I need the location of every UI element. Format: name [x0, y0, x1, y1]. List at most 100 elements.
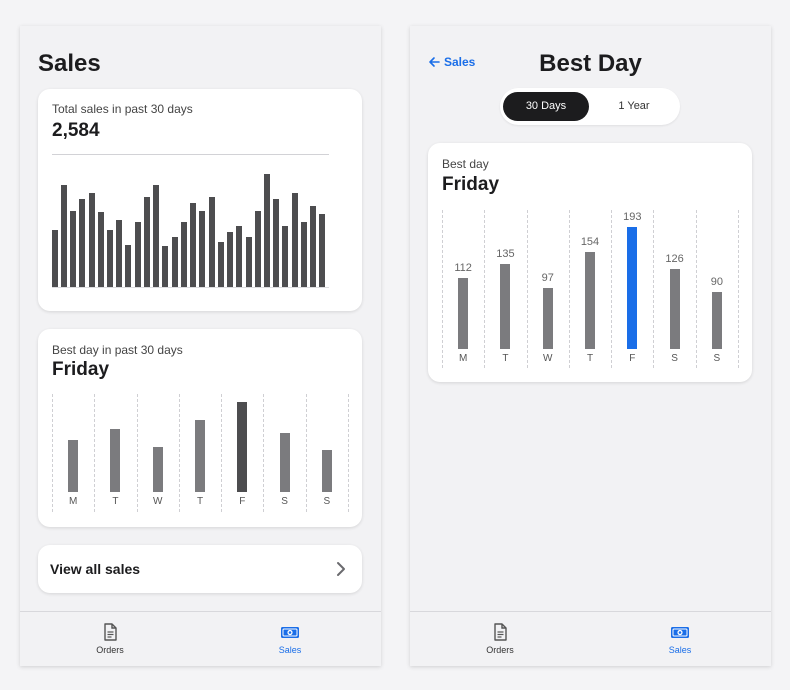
tab-sales[interactable]: Sales	[200, 612, 380, 666]
day-label: S	[713, 353, 721, 364]
gridline	[94, 394, 96, 512]
day-label: M	[458, 353, 468, 364]
banknote-icon	[281, 627, 299, 638]
view-all-sales-button[interactable]: View all sales	[38, 545, 362, 593]
sales-bar	[263, 174, 270, 287]
best-day-card[interactable]: Best day in past 30 days Friday M T W T F S S	[38, 329, 362, 527]
weekday-bar	[195, 420, 205, 492]
tab-orders[interactable]: Orders	[410, 612, 590, 666]
gridline	[305, 394, 307, 512]
tab-sales-label: Sales	[278, 645, 302, 655]
sales-bar	[190, 202, 197, 287]
tab-sales[interactable]: Sales	[590, 612, 770, 666]
day-label: T	[502, 353, 509, 364]
sales-bar	[97, 211, 104, 287]
segment-30-days[interactable]: 30 Days	[503, 92, 589, 121]
sales-bar	[273, 198, 280, 287]
weekday-bar	[627, 227, 638, 349]
value-label: 112	[454, 262, 472, 275]
gridline	[178, 394, 180, 512]
day-label: T	[196, 496, 204, 507]
day-label: T	[586, 353, 594, 364]
weekday-bar	[542, 287, 553, 349]
sales-bar	[245, 237, 252, 287]
gridline	[221, 394, 223, 512]
chart-baseline	[52, 287, 329, 288]
value-label: 154	[580, 235, 600, 248]
day-label: S	[671, 353, 678, 364]
segment-1-year[interactable]: 1 Year	[618, 100, 650, 112]
sales-bar	[162, 246, 169, 287]
sales-bar	[143, 196, 150, 287]
document-icon	[494, 623, 507, 641]
sales-bar	[217, 242, 224, 287]
sales-bar	[107, 230, 114, 287]
tab-orders-label: Orders	[486, 645, 514, 655]
sales-bar	[116, 220, 123, 287]
sales-bar	[227, 232, 234, 287]
gridline	[611, 210, 613, 368]
gridline	[695, 210, 697, 368]
tab-bar: Orders Sales	[410, 611, 771, 666]
sales-bar	[282, 226, 289, 287]
total-sales-subtitle: Total sales in past 30 days	[52, 102, 193, 116]
gridline	[568, 210, 570, 368]
sales-bar	[236, 226, 243, 287]
sales-screen: Sales Total sales in past 30 days 2,584 …	[20, 26, 381, 666]
weekday-bar	[279, 433, 290, 492]
page-title: Sales	[38, 50, 101, 77]
weekday-bar	[711, 292, 722, 349]
tab-orders-label: Orders	[96, 645, 124, 655]
weekday-bar	[585, 251, 595, 349]
gridline	[738, 210, 739, 368]
page-title: Best Day	[539, 50, 642, 77]
value-label: 193	[623, 211, 642, 223]
sales-bar	[310, 205, 317, 287]
sales-bar	[153, 185, 160, 287]
daily-sales-chart	[51, 155, 329, 287]
value-label: 90	[710, 276, 723, 289]
total-sales-value: 2,584	[52, 120, 100, 141]
gridline	[52, 394, 53, 512]
weekday-bar	[110, 429, 121, 492]
value-label: 126	[665, 253, 684, 266]
best-day-subtitle: Best day in past 30 days	[52, 343, 183, 357]
tab-bar: Orders Sales	[20, 611, 381, 666]
chart-divider	[52, 154, 329, 155]
back-button[interactable]: Sales	[428, 54, 475, 70]
sales-bar	[180, 222, 187, 287]
day-label: S	[281, 496, 288, 507]
weekday-bar	[321, 450, 332, 492]
sales-bar	[291, 192, 298, 287]
day-label: F	[629, 353, 636, 364]
day-label: W	[152, 496, 163, 507]
tab-orders[interactable]: Orders	[20, 612, 200, 666]
day-label: W	[542, 353, 553, 364]
sales-bar	[88, 192, 95, 287]
sales-bar	[134, 222, 141, 287]
chevron-right-icon	[337, 562, 345, 576]
day-label: F	[239, 496, 246, 507]
gridline	[263, 394, 265, 512]
weekday-bar	[68, 439, 79, 492]
best-day-detail-card: Best day Friday M 112 T 135 W 97 T 154 F 193 S 126 S…	[428, 143, 752, 382]
total-sales-card[interactable]: Total sales in past 30 days 2,584	[38, 89, 362, 311]
day-label: S	[323, 496, 331, 507]
sales-bar	[199, 210, 206, 287]
value-label: 135	[496, 247, 515, 260]
best-day-value: Friday	[442, 174, 500, 195]
sales-bar	[60, 185, 67, 287]
best-day-value: Friday	[52, 359, 110, 380]
day-label: M	[68, 496, 78, 507]
weekday-bar	[237, 402, 248, 492]
weekday-bar	[152, 446, 163, 492]
best-day-subtitle: Best day	[442, 157, 489, 171]
gridline	[484, 210, 486, 368]
gridline	[136, 394, 138, 512]
view-all-sales-label: View all sales	[50, 561, 141, 577]
sales-bar	[254, 210, 261, 287]
weekday-bar	[500, 263, 511, 349]
best-day-screen: Sales Best Day 30 Days 1 Year Best day F…	[410, 26, 771, 666]
sales-bar	[70, 210, 77, 287]
